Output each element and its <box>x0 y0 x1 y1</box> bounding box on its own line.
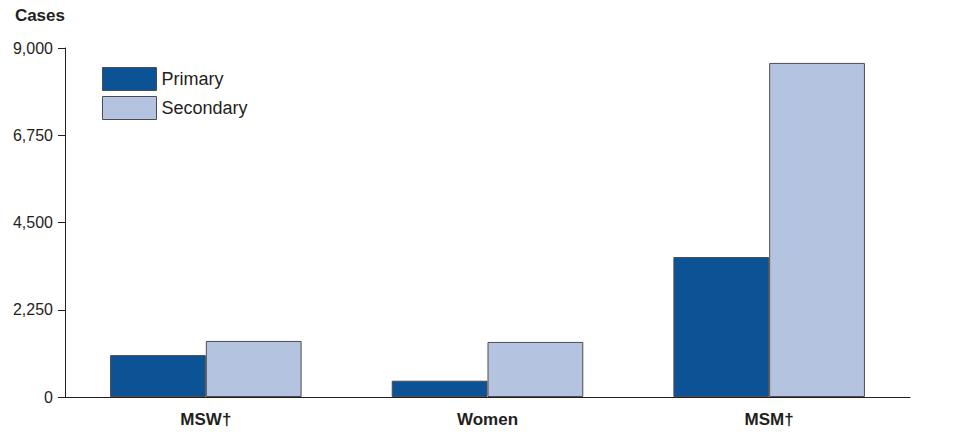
svg-text:6,750: 6,750 <box>13 127 53 144</box>
svg-text:Cases: Cases <box>15 6 65 25</box>
svg-text:2,250: 2,250 <box>13 301 53 318</box>
svg-text:Secondary: Secondary <box>162 98 248 118</box>
svg-text:MSW†: MSW† <box>180 410 231 429</box>
svg-text:MSM†: MSM† <box>745 410 794 429</box>
svg-text:0: 0 <box>44 389 53 406</box>
svg-text:Primary: Primary <box>162 69 224 89</box>
svg-text:4,500: 4,500 <box>13 214 53 231</box>
svg-text:Women: Women <box>457 410 518 429</box>
svg-text:9,000: 9,000 <box>13 40 53 57</box>
